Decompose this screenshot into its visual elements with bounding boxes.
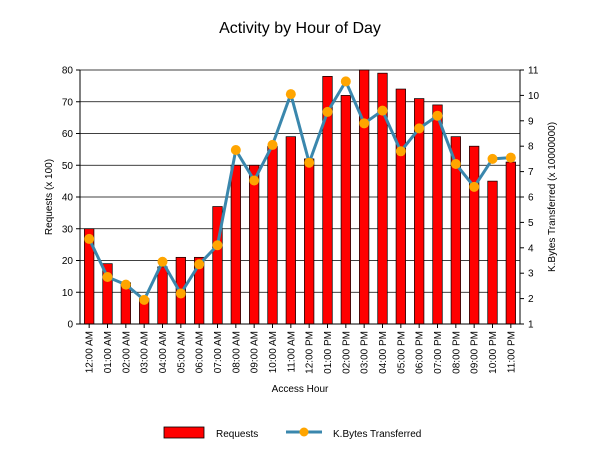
y-tick-label: 20 <box>62 256 74 267</box>
x-tick-label: 04:00 AM <box>158 331 169 373</box>
legend-requests-swatch <box>163 426 205 439</box>
x-tick-label: 02:00 PM <box>341 331 352 374</box>
y2-tick-label: 8 <box>528 142 534 153</box>
kbytes-line <box>84 76 516 305</box>
x-tick-label: 05:00 PM <box>396 331 407 374</box>
kbytes-point <box>175 288 186 299</box>
x-tick-label: 11:00 AM <box>286 331 297 373</box>
kbytes-point <box>487 153 498 164</box>
kbytes-point <box>267 139 278 150</box>
kbytes-point <box>505 152 516 163</box>
kbytes-point <box>194 259 205 270</box>
requests-bars <box>84 69 516 325</box>
kbytes-point <box>84 233 95 244</box>
legend-kbytes-label: K.Bytes Transferred <box>333 429 421 440</box>
y2-tick-label: 4 <box>528 243 534 254</box>
requests-bar <box>505 161 516 325</box>
x-tick-label: 05:00 AM <box>176 331 187 373</box>
kbytes-point <box>304 157 315 168</box>
kbytes-point <box>359 118 370 129</box>
x-tick-label: 12:00 AM <box>85 331 96 373</box>
legend-requests-label: Requests <box>216 429 258 440</box>
x-tick-label: 08:00 AM <box>231 331 242 373</box>
requests-bar <box>285 136 296 325</box>
y2-tick-label: 10 <box>528 91 540 102</box>
x-tick-label: 11:00 PM <box>506 331 517 373</box>
x-tick-label: 06:00 AM <box>195 331 206 373</box>
kbytes-point <box>230 145 241 156</box>
kbytes-point <box>120 279 131 290</box>
legend: Requests K.Bytes Transferred <box>163 426 421 440</box>
kbytes-series-line <box>87 79 511 302</box>
x-tick-label: 04:00 PM <box>378 331 389 374</box>
y2-axis-label: K.Bytes Transferred (x 10000000) <box>547 122 558 272</box>
x-tick-label: 09:00 AM <box>250 331 261 373</box>
x-axis-ticks: 12:00 AM 01:00 AM 02:00 AM 03:00 AM 04:00 AM… <box>85 324 517 374</box>
x-tick-label: 01:00 AM <box>103 331 114 373</box>
y-tick-label: 80 <box>62 66 74 77</box>
x-tick-label: 10:00 AM <box>268 331 279 373</box>
requests-bar <box>230 164 241 325</box>
y-tick-label: 0 <box>67 320 73 331</box>
x-tick-label: 08:00 PM <box>451 331 462 374</box>
kbytes-point <box>340 76 351 87</box>
x-tick-label: 06:00 PM <box>415 331 426 374</box>
requests-bar <box>432 104 443 325</box>
kbytes-point <box>322 106 333 117</box>
y2-tick-label: 2 <box>528 294 534 305</box>
y-tick-label: 40 <box>62 193 74 204</box>
requests-bar <box>359 69 370 325</box>
kbytes-point <box>414 123 425 134</box>
y2-tick-label: 5 <box>528 218 534 229</box>
x-tick-label: 09:00 PM <box>470 331 481 374</box>
requests-bar <box>395 88 406 325</box>
requests-bar <box>304 158 315 325</box>
y-tick-label: 50 <box>62 161 74 172</box>
right-axis-ticks: 1 2 3 4 5 6 7 8 9 10 11 <box>520 66 540 331</box>
x-tick-label: 01:00 PM <box>323 331 334 374</box>
y-tick-label: 30 <box>62 224 74 235</box>
kbytes-point <box>395 146 406 157</box>
kbytes-point <box>469 181 480 192</box>
x-tick-label: 10:00 PM <box>488 331 499 374</box>
y2-tick-label: 6 <box>528 193 534 204</box>
y2-tick-label: 7 <box>528 167 534 178</box>
x-tick-label: 07:00 AM <box>213 331 224 373</box>
y2-tick-label: 3 <box>528 269 534 280</box>
kbytes-point <box>102 272 113 283</box>
y-tick-label: 10 <box>62 288 74 299</box>
y2-tick-label: 11 <box>528 66 539 77</box>
requests-bar <box>340 95 351 325</box>
x-tick-label: 12:00 PM <box>305 331 316 374</box>
kbytes-point <box>212 240 223 251</box>
kbytes-point <box>285 89 296 100</box>
x-tick-label: 03:00 PM <box>360 331 371 374</box>
x-tick-label: 02:00 AM <box>121 331 132 373</box>
y2-tick-label: 1 <box>528 320 534 331</box>
requests-bar <box>249 164 260 325</box>
kbytes-point <box>377 105 388 116</box>
kbytes-point <box>432 110 443 121</box>
kbytes-point <box>249 175 260 186</box>
x-axis-label: Access Hour <box>272 384 329 395</box>
y-axis-label: Requests (x 100) <box>44 159 55 235</box>
requests-bar <box>487 180 498 325</box>
y-tick-label: 70 <box>62 97 74 108</box>
chart-title: Activity by Hour of Day <box>219 20 381 37</box>
legend-kbytes-marker <box>299 427 309 437</box>
x-tick-label: 03:00 AM <box>140 331 151 373</box>
x-tick-label: 07:00 PM <box>433 331 444 374</box>
y-tick-label: 60 <box>62 129 74 140</box>
requests-bar <box>157 266 168 325</box>
requests-bar <box>267 145 278 325</box>
requests-bar <box>469 145 480 325</box>
y2-tick-label: 9 <box>528 116 534 127</box>
kbytes-point <box>139 294 150 305</box>
kbytes-point <box>157 256 168 267</box>
left-axis-ticks: 0 10 20 30 40 50 60 70 80 <box>62 66 80 331</box>
kbytes-point <box>450 158 461 169</box>
